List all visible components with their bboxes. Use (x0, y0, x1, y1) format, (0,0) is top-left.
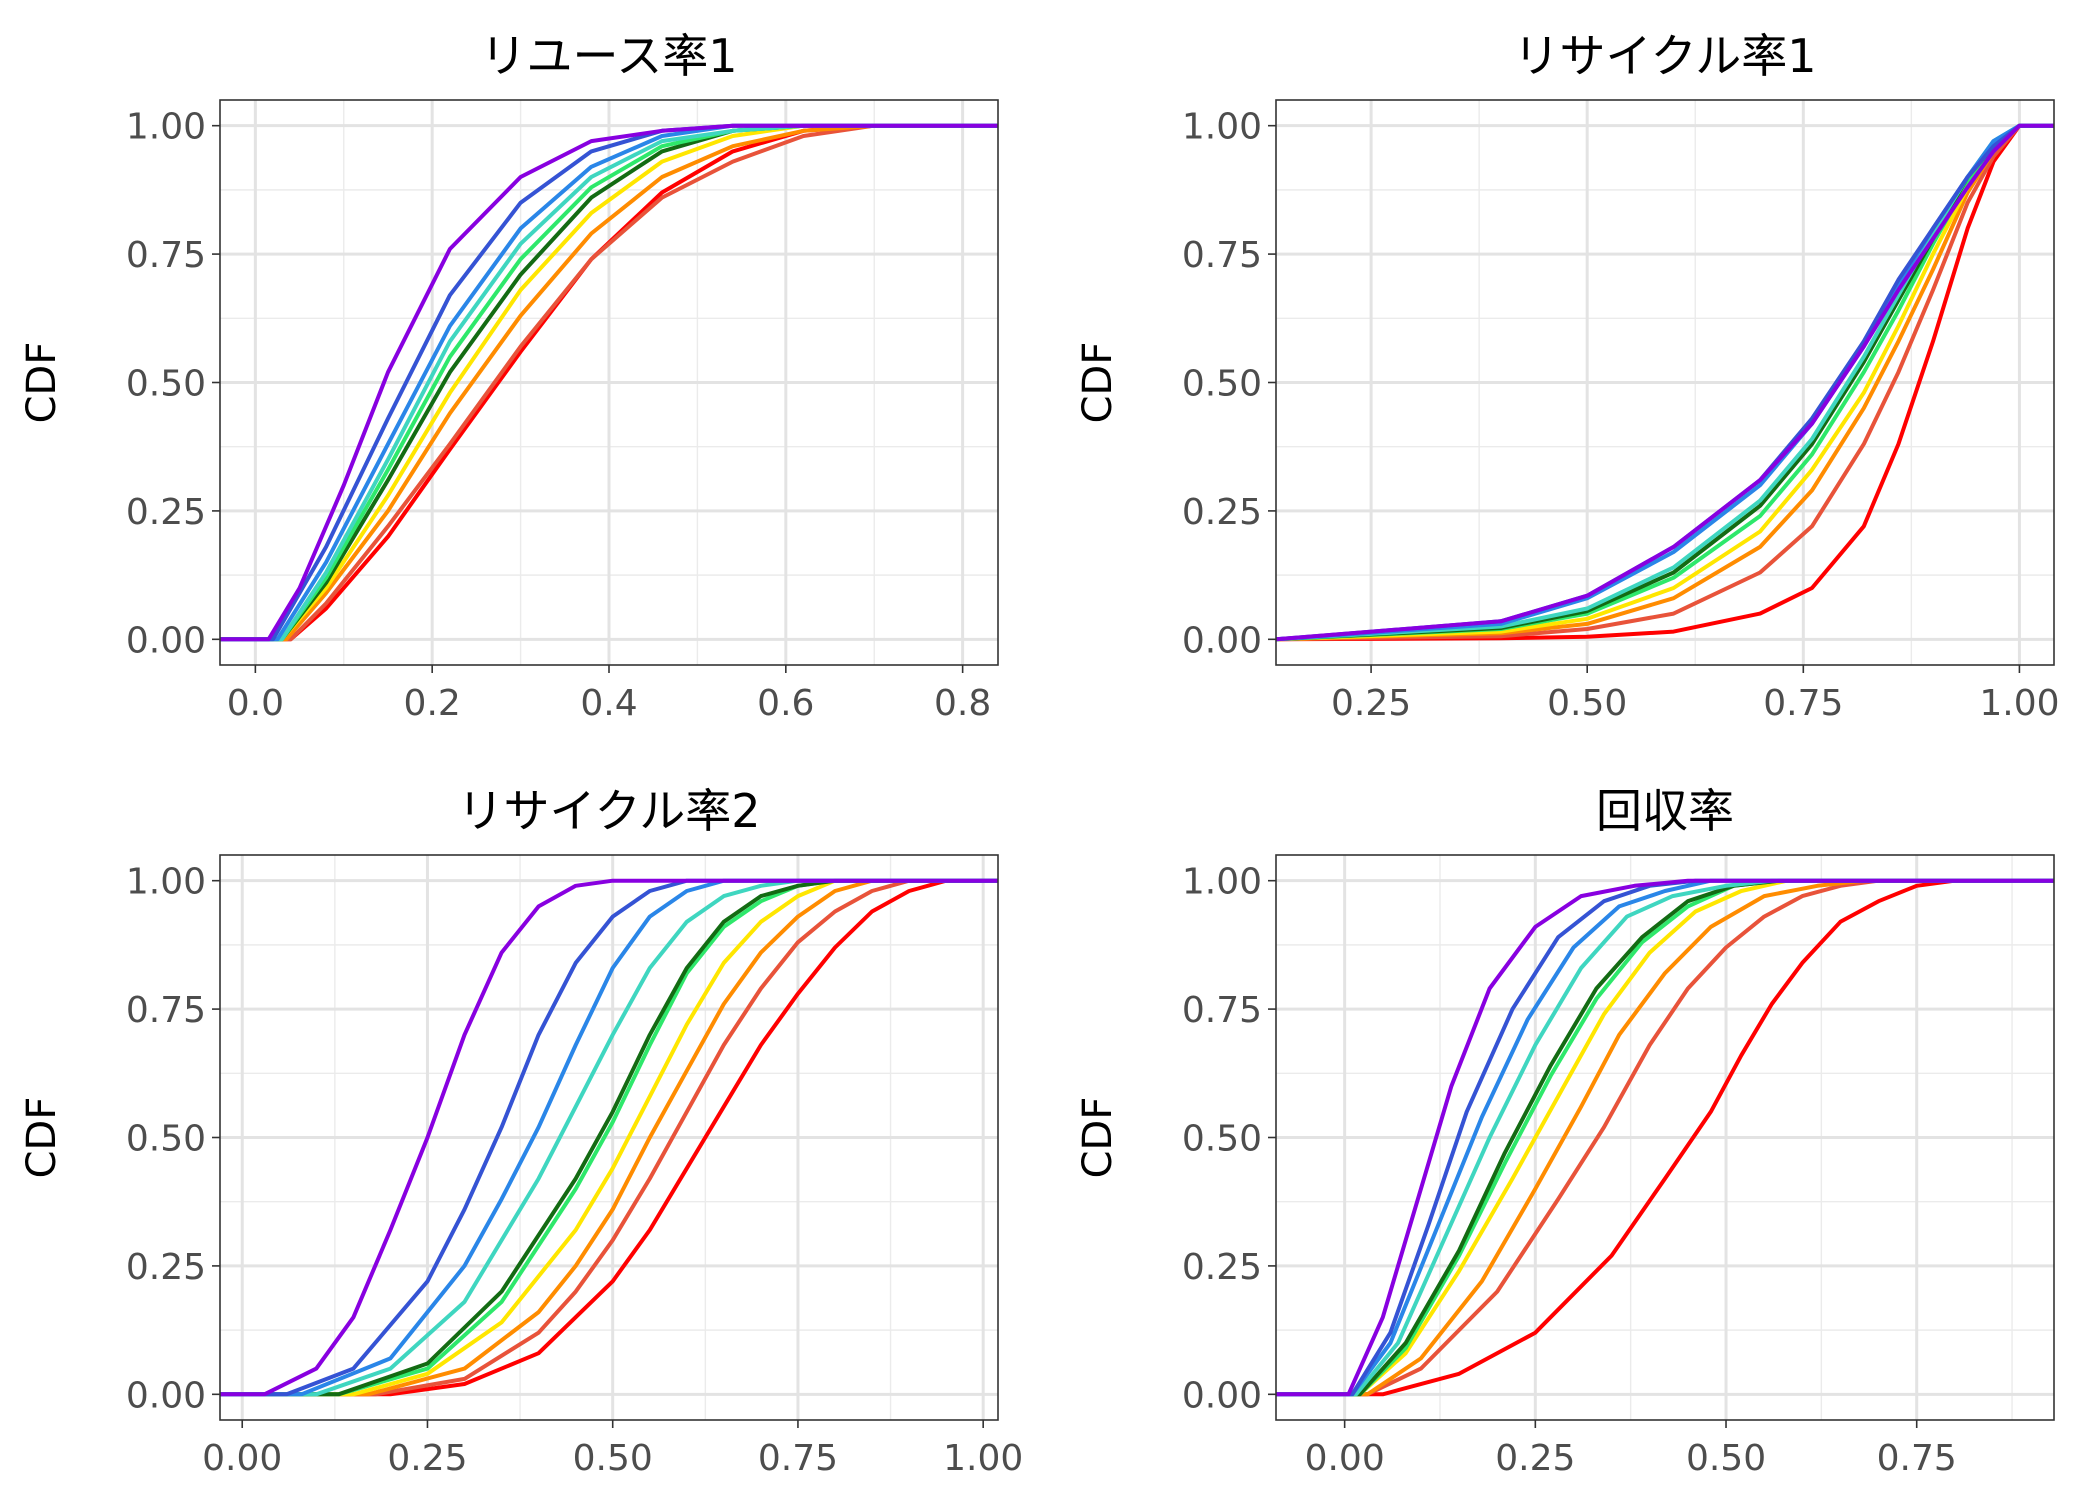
series-group (220, 878, 998, 1397)
x-tick-label: 0.00 (202, 1438, 282, 1479)
x-tick-label: 0.75 (1877, 1438, 1957, 1479)
y-tick-label: 1.00 (1182, 107, 1262, 148)
cdf-series-line (220, 878, 998, 1397)
cdf-series-line (1276, 878, 2054, 1397)
x-tick-label: 0.00 (1305, 1438, 1385, 1479)
y-tick-label: 0.75 (1182, 990, 1262, 1031)
y-tick-label: 1.00 (126, 862, 206, 903)
cdf-series-line (220, 878, 998, 1397)
y-tick-label: 0.50 (126, 364, 206, 405)
cdf-series-line (1276, 878, 2054, 1397)
cdf-series-line (220, 878, 998, 1397)
cdf-series-line (220, 123, 998, 642)
y-axis-title: CDF (19, 1097, 65, 1179)
series-group (1276, 123, 2054, 642)
y-tick-label: 0.25 (126, 1247, 206, 1288)
y-axis-title: CDF (1075, 342, 1121, 424)
cdf-series-line (220, 878, 998, 1397)
x-tick-label: 0.8 (934, 683, 991, 724)
panel-title: 回収率 (1596, 784, 1734, 838)
cdf-series-line (220, 123, 998, 642)
y-tick-label: 0.50 (1182, 364, 1262, 405)
x-tick-label: 0.50 (1547, 683, 1627, 724)
cdf-series-line (1276, 123, 2054, 642)
panel-recycle-rate-1: 0.25 0.50 0.75 1.00 0.00 0.25 0.50 0.75 1.00 CDF リ… (1075, 29, 2060, 724)
x-tick-label: 0.2 (404, 683, 461, 724)
x-tick-label: 0.50 (573, 1438, 653, 1479)
x-tick-label: 0.4 (580, 683, 637, 724)
cdf-series-line (220, 123, 998, 642)
x-tick-label: 0.0 (227, 683, 284, 724)
cdf-series-line (220, 123, 998, 642)
x-tick-label: 0.6 (757, 683, 814, 724)
x-tick-label: 0.75 (1763, 683, 1843, 724)
x-tick-label: 1.00 (1979, 683, 2059, 724)
y-tick-label: 0.00 (126, 620, 206, 661)
cdf-series-line (1276, 123, 2054, 642)
series-group (1276, 878, 2054, 1397)
y-tick-label: 0.50 (126, 1119, 206, 1160)
x-tick-label: 0.25 (1495, 1438, 1575, 1479)
y-tick-label: 0.25 (1182, 492, 1262, 533)
panel-reuse-rate-1: 0.0 0.2 0.4 0.6 0.8 0.00 0.25 0.50 0.75 1.00 CDF リユ… (19, 29, 999, 724)
panel-title: リサイクル率2 (458, 784, 761, 838)
x-tick-label: 0.50 (1686, 1438, 1766, 1479)
cdf-series-line (220, 878, 998, 1397)
cdf-series-line (220, 878, 998, 1397)
y-tick-label: 0.00 (1182, 620, 1262, 661)
x-tick-label: 0.25 (387, 1438, 467, 1479)
cdf-series-line (220, 123, 998, 642)
y-tick-label: 0.75 (126, 990, 206, 1031)
y-tick-label: 0.75 (1182, 235, 1262, 276)
y-tick-label: 0.00 (126, 1375, 206, 1416)
y-tick-label: 0.00 (1182, 1375, 1262, 1416)
cdf-series-line (1276, 123, 2054, 642)
y-tick-label: 0.25 (1182, 1247, 1262, 1288)
y-tick-label: 0.50 (1182, 1119, 1262, 1160)
cdf-series-line (1276, 878, 2054, 1397)
cdf-series-line (220, 123, 998, 642)
y-tick-label: 1.00 (1182, 862, 1262, 903)
cdf-series-line (1276, 878, 2054, 1397)
cdf-series-line (1276, 878, 2054, 1397)
y-tick-label: 0.25 (126, 492, 206, 533)
cdf-series-line (220, 878, 998, 1397)
cdf-series-line (1276, 878, 2054, 1397)
panel-title: リサイクル率1 (1514, 29, 1817, 83)
x-tick-label: 1.00 (943, 1438, 1023, 1479)
series-group (220, 123, 998, 642)
x-tick-label: 0.25 (1331, 683, 1411, 724)
panel-recovery-rate: 0.00 0.25 0.50 0.75 0.00 0.25 0.50 0.75 1.00 CDF 回… (1075, 784, 2055, 1479)
y-tick-label: 1.00 (126, 107, 206, 148)
y-axis-title: CDF (19, 342, 65, 424)
cdf-series-line (220, 878, 998, 1397)
panel-title: リユース率1 (481, 29, 738, 83)
y-tick-label: 0.75 (126, 235, 206, 276)
cdf-series-line (220, 878, 998, 1397)
y-axis-title: CDF (1075, 1097, 1121, 1179)
panel-recycle-rate-2: 0.00 0.25 0.50 0.75 1.00 0.00 0.25 0.50 0.75 1.00… (19, 784, 1023, 1479)
cdf-series-line (1276, 878, 2054, 1397)
x-tick-label: 0.75 (758, 1438, 838, 1479)
